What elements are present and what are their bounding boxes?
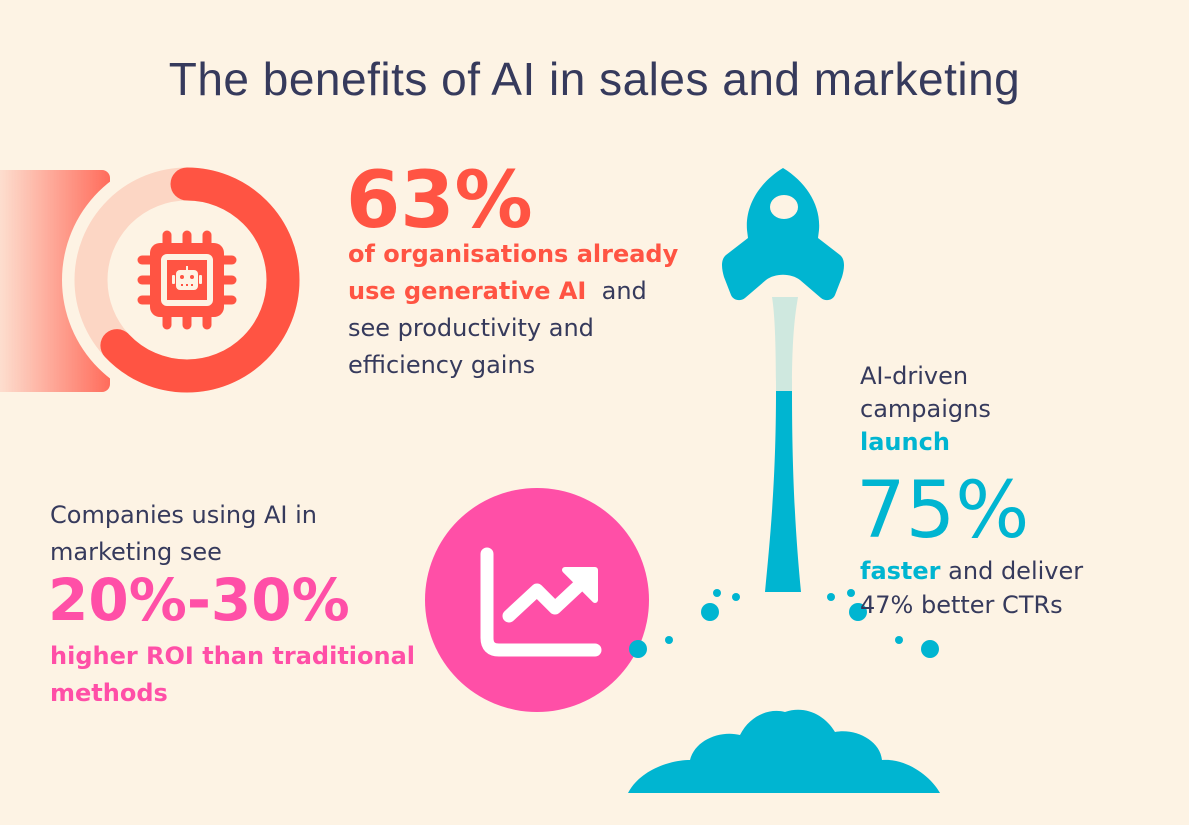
- page-title: The benefits of AI in sales and marketin…: [168, 53, 1021, 105]
- stat-63-percent: 63%: [346, 156, 533, 246]
- stat2-line4: methods: [50, 679, 168, 707]
- stat1-line4: efficiency gains: [348, 351, 536, 379]
- stat3-highlight: faster: [860, 557, 941, 585]
- stat3-line1: AI-driven: [860, 362, 969, 390]
- stat1-line2-rest: and: [601, 277, 647, 305]
- stat-20-30-percent: 20%-30%: [48, 566, 350, 634]
- ring-progress-arc: [74, 167, 300, 393]
- ai-chip-robot-icon: [137, 230, 237, 330]
- stat3-line2: campaigns: [860, 395, 991, 423]
- stat3-line3: launch: [860, 428, 950, 456]
- rocket-icon: [628, 168, 940, 793]
- stat-75-percent: 75%: [856, 466, 1030, 556]
- stat1-line3: see productivity and: [348, 314, 594, 342]
- stat2-line1: Companies using AI in: [50, 501, 317, 529]
- stat1-highlight: use generative AI: [348, 277, 587, 305]
- gradient-bar: [0, 170, 110, 392]
- stat3-line4-rest: and deliver: [948, 557, 1084, 585]
- stat1-line1: of organisations already: [348, 240, 679, 268]
- stat2-line3: higher ROI than traditional: [50, 642, 416, 670]
- stat2-line2: marketing see: [50, 538, 222, 566]
- trend-chart-up-icon: [425, 488, 649, 712]
- stat3-line5: 47% better CTRs: [860, 591, 1063, 619]
- ring-progress-graphic: [0, 167, 300, 393]
